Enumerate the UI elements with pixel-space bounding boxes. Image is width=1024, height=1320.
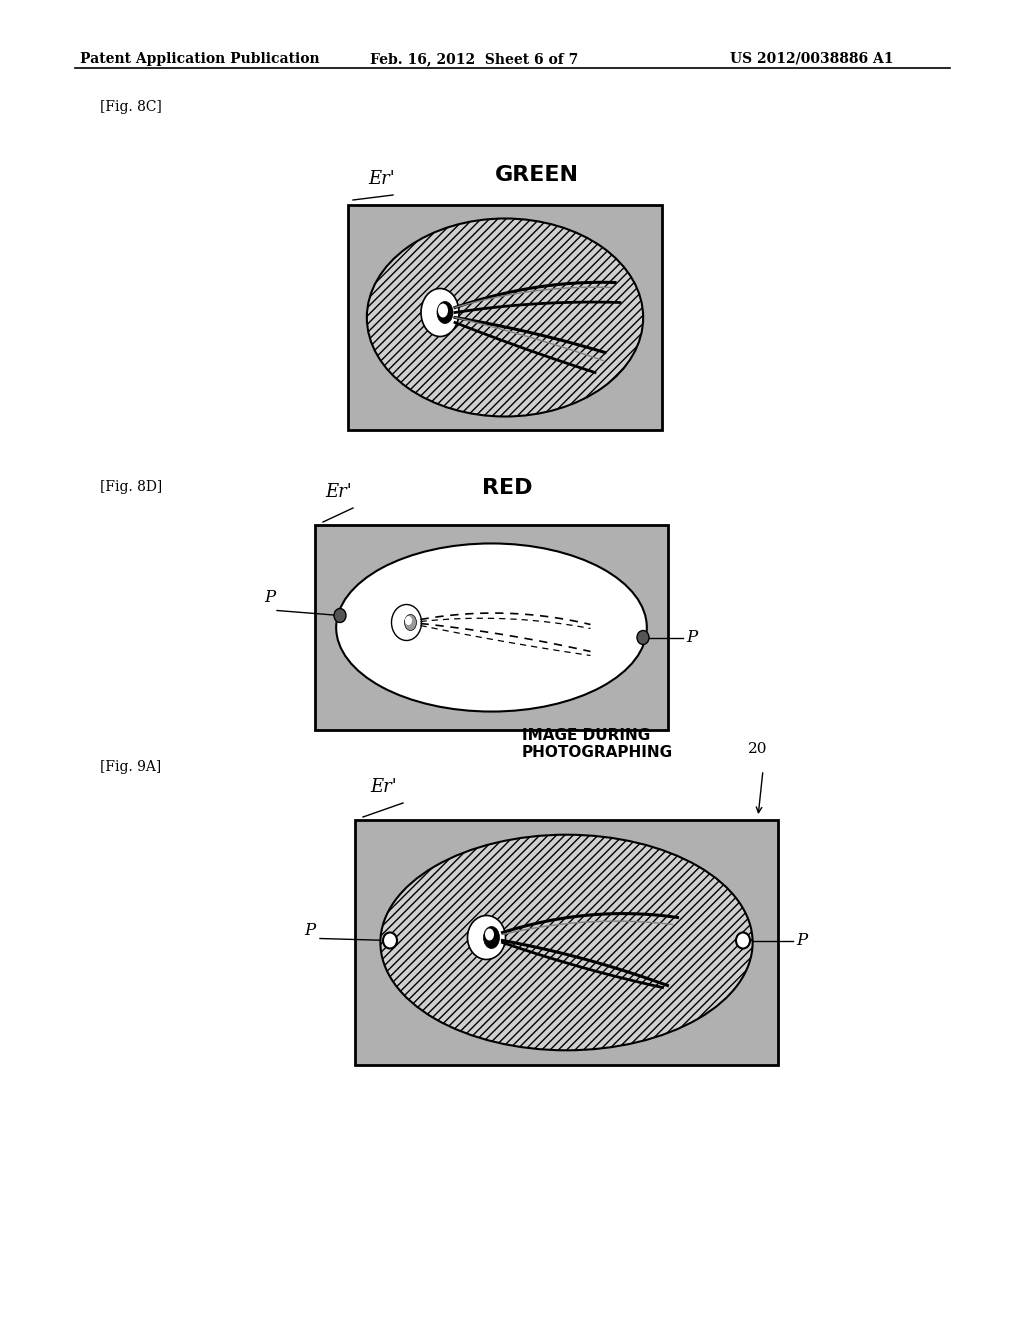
Ellipse shape: [437, 301, 453, 323]
Ellipse shape: [334, 609, 346, 623]
Text: Er': Er': [368, 170, 394, 187]
Text: [Fig. 8C]: [Fig. 8C]: [100, 100, 162, 114]
Ellipse shape: [468, 916, 506, 960]
Text: Feb. 16, 2012  Sheet 6 of 7: Feb. 16, 2012 Sheet 6 of 7: [370, 51, 579, 66]
Ellipse shape: [736, 932, 750, 949]
Ellipse shape: [421, 289, 459, 337]
Ellipse shape: [637, 631, 649, 644]
Text: RED: RED: [481, 478, 532, 498]
Text: Er': Er': [370, 777, 396, 796]
Text: Patent Application Publication: Patent Application Publication: [80, 51, 319, 66]
Ellipse shape: [380, 834, 753, 1051]
Bar: [355, 820, 778, 1065]
Ellipse shape: [336, 544, 647, 711]
Text: [Fig. 9A]: [Fig. 9A]: [100, 760, 161, 774]
Ellipse shape: [391, 605, 422, 640]
Text: IMAGE DURING
PHOTOGRAPHING: IMAGE DURING PHOTOGRAPHING: [521, 727, 673, 760]
Text: US 2012/0038886 A1: US 2012/0038886 A1: [730, 51, 894, 66]
Ellipse shape: [404, 615, 417, 631]
Text: P: P: [686, 630, 697, 645]
Text: Er': Er': [325, 483, 352, 502]
Text: P: P: [264, 589, 275, 606]
Text: [Fig. 8D]: [Fig. 8D]: [100, 480, 162, 494]
Text: P: P: [796, 932, 807, 949]
Bar: [348, 205, 662, 430]
Ellipse shape: [367, 219, 643, 417]
Ellipse shape: [406, 616, 412, 624]
Ellipse shape: [438, 304, 449, 318]
Ellipse shape: [383, 932, 397, 949]
Text: 20: 20: [748, 742, 768, 756]
Text: GREEN: GREEN: [495, 165, 579, 185]
Bar: [315, 525, 668, 730]
Ellipse shape: [483, 927, 500, 949]
Ellipse shape: [485, 928, 494, 940]
Text: P: P: [304, 921, 315, 939]
